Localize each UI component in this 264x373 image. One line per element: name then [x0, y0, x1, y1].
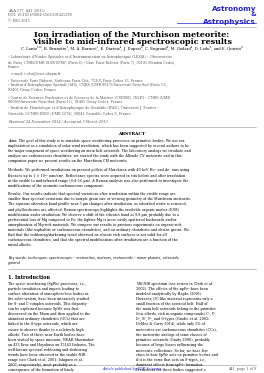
Text: ³ Institut d’Astrophysique Spatiale (IAS), CNRS (UMR 8617)/Université Paris-Sud : ³ Institut d’Astrophysique Spatiale (IAS… — [8, 84, 168, 92]
Text: &: & — [251, 12, 256, 17]
Text: e-mail: c.elsi@lesia.obspm.fr: e-mail: c.elsi@lesia.obspm.fr — [8, 72, 61, 76]
Text: Received 24 November 2014 / Accepted 3 March 2015: Received 24 November 2014 / Accepted 3 M… — [8, 120, 108, 124]
Text: ¹ Laboratoire d’Études Spatiales et d’Instrumentation en Astrophysique (LESIA) –: ¹ Laboratoire d’Études Spatiales et d’In… — [8, 54, 175, 69]
Text: Results. Our results indicate that spectral variations after irradiation within : Results. Our results indicate that spect… — [8, 192, 191, 247]
Text: ⁴ Centre de Sciences Nucléaires et de Sciences de la Matière (CSNSM), IN2P3 – CN: ⁴ Centre de Sciences Nucléaires et de Sc… — [8, 95, 170, 104]
Text: Ion irradiation of the Murchison meteorite:: Ion irradiation of the Murchison meteori… — [34, 31, 230, 39]
Text: 1. Introduction: 1. Introduction — [8, 275, 50, 280]
Text: C. Lantz¹²³, R. Brunetto¹, M. A. Barucci¹, E. Dartois⁴, J. Duprat⁴, C. Engrand⁴,: C. Lantz¹²³, R. Brunetto¹, M. A. Barucci… — [21, 46, 243, 51]
Text: VIS-NIR spectrum (see review in Clark et al.
2002). The effects of the npFe⁰ hav: VIS-NIR spectrum (see review in Clark et… — [136, 282, 218, 373]
Text: Methods. We performed irradiations on pressed pellets of Murchison with 40 keV H: Methods. We performed irradiations on pr… — [8, 169, 189, 188]
Text: A&A 577, A41 (2015)
DOI: 10.1051/0004-6361/201425398
© ESO 2015: A&A 577, A41 (2015) DOI: 10.1051/0004-63… — [8, 8, 72, 23]
Text: The space weathering (SpWe) processes, i.e.,
particle irradiation and impact lea: The space weathering (SpWe) processes, i… — [8, 282, 95, 373]
Text: Article published by EDP Sciences: Article published by EDP Sciences — [102, 367, 162, 372]
Text: ² Université Paris Diderot, Sorbonne Paris Cité, 75205 Paris Cedex 13, France: ² Université Paris Diderot, Sorbonne Par… — [8, 78, 143, 82]
Text: A41, page 1 of 9: A41, page 1 of 9 — [228, 367, 256, 372]
Text: Visible to mid-infrared spectroscopic results: Visible to mid-infrared spectroscopic re… — [32, 38, 232, 46]
Text: Key words. techniques: spectroscopic – meteorites, meteors, meteoroids – minor p: Key words. techniques: spectroscopic – m… — [8, 256, 180, 264]
Text: ⁵ Institut de Planétologie et d’Astrophysique de Grenoble (IPAG), Université J. : ⁵ Institut de Planétologie et d’Astrophy… — [8, 106, 159, 115]
Text: ABSTRACT: ABSTRACT — [119, 132, 145, 136]
Text: Astrophysics: Astrophysics — [203, 19, 256, 25]
Text: Aims. The goal of this study is to simulate space weathering processes on primit: Aims. The goal of this study is to simul… — [8, 139, 191, 163]
Text: Astronomy: Astronomy — [211, 6, 256, 12]
